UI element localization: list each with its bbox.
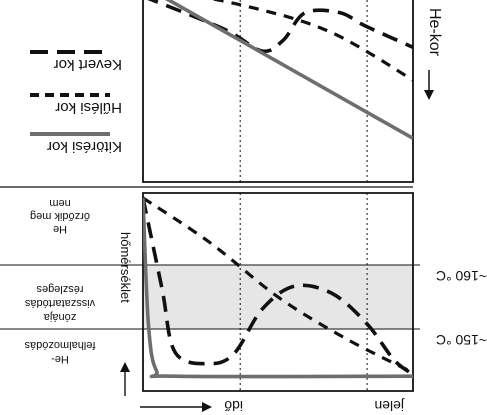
zone-top-line1: He	[53, 223, 67, 235]
bottom-series-h-l-si-kor	[143, 196, 413, 375]
bottom-series-kevert-kor	[143, 197, 413, 376]
zone-middle-line2: visszatartódás	[24, 297, 95, 309]
legend: Kevert kor Hűlési kor Kitörési kor	[30, 50, 122, 155]
zone-label-middle: zónája visszatartódás részleges	[24, 283, 95, 323]
time-marker-lines	[239, 0, 368, 391]
top-series-kit-r-si-kor	[165, 0, 413, 140]
bottom-y-axis-label: hőmérséklet	[118, 232, 133, 396]
legend-label-kevert: Kevert kor	[54, 56, 122, 73]
homerseklet-label: hőmérséklet	[118, 232, 133, 303]
bottom-series-group	[143, 196, 413, 379]
zone-top-line3: nem	[49, 197, 70, 209]
top-panel-frame	[142, 0, 414, 183]
zone-labels: He őrződik meg nem zónája visszatartódás…	[24, 197, 95, 365]
ido-arrow-head	[202, 402, 212, 412]
homerseklet-arrow-head	[120, 362, 130, 372]
zone-top-line2: őrződik meg	[30, 210, 90, 222]
temperature-labels: ~160 °C ~150 °C	[436, 268, 487, 348]
he-kor-label: He-kor	[426, 8, 443, 57]
zone-bottom-line2: felhalmozódás	[24, 339, 95, 351]
zone-label-bottom: He- felhalmozódás	[24, 339, 95, 365]
bottom-x-axis: idő jelen	[140, 398, 405, 414]
bottom-series-kit-r-si-kor	[143, 197, 413, 379]
top-series-group	[147, 0, 413, 140]
temp-150-label: ~150 °C	[436, 332, 487, 348]
zone-bottom-line1: He-	[51, 353, 69, 365]
top-series-h-l-si-kor	[210, 0, 413, 82]
jelen-label: jelen	[374, 398, 405, 414]
ido-label: idő	[224, 398, 243, 414]
zone-label-top: He őrződik meg nem	[30, 197, 90, 235]
top-y-axis-label: He-kor	[424, 8, 443, 100]
he-kor-arrow-head	[424, 90, 434, 100]
top-series-kevert-kor	[147, 0, 413, 54]
zone-middle-line1: zónája	[43, 311, 76, 323]
legend-label-hulesi: Hűlési kor	[55, 99, 122, 116]
temp-160-label: ~160 °C	[436, 268, 487, 284]
bottom-panel-frame	[142, 192, 414, 392]
legend-label-kitoresi: Kitörési kor	[47, 138, 122, 155]
zone-middle-line3: részleges	[36, 283, 84, 295]
panel-frames	[142, 0, 414, 392]
